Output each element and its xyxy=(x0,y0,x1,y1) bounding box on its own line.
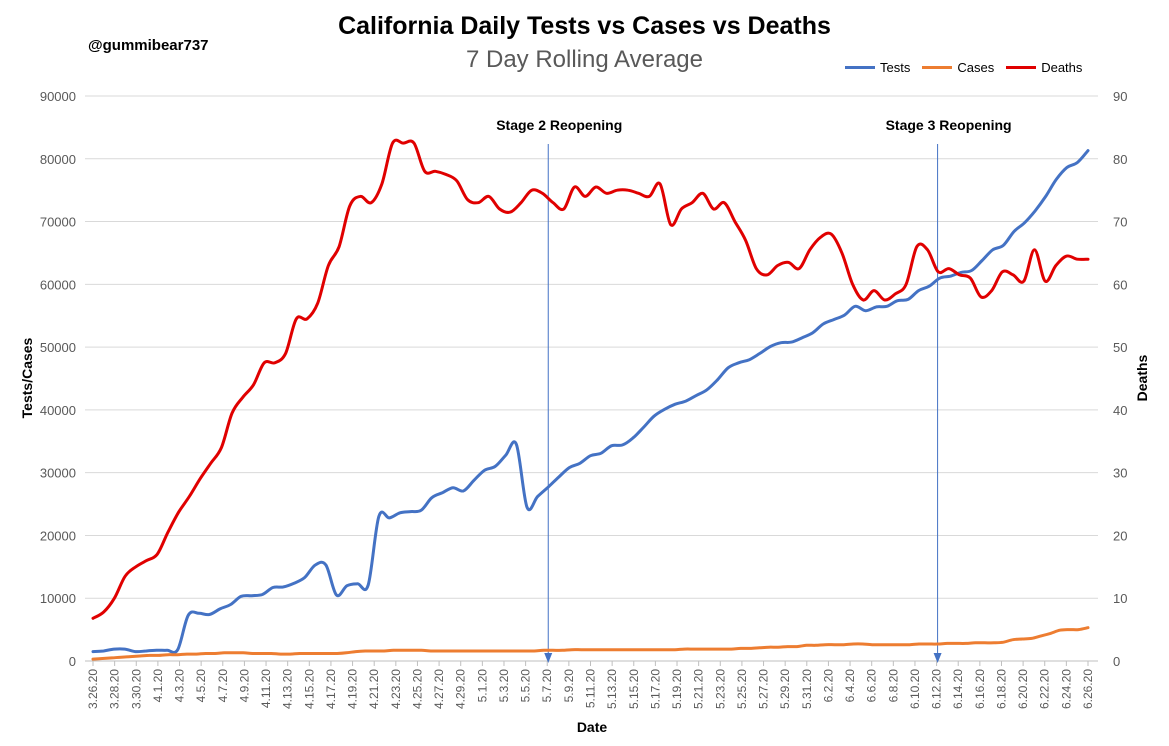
x-tick-label: 4.5.20 xyxy=(194,669,208,703)
x-tick-label: 5.21.20 xyxy=(692,669,706,709)
x-tick-label: 6.2.20 xyxy=(821,669,835,703)
y-tick-label-left: 30000 xyxy=(40,466,76,481)
x-tick-label: 6.18.20 xyxy=(994,669,1008,709)
x-tick-label: 4.25.20 xyxy=(410,669,424,709)
y-tick-label-right: 60 xyxy=(1113,277,1127,292)
x-tick-label: 4.23.20 xyxy=(389,669,403,709)
x-tick-label: 4.1.20 xyxy=(151,669,165,703)
y-tick-label-right: 0 xyxy=(1113,654,1120,669)
legend-item-cases: Cases xyxy=(922,60,994,75)
credit-handle: @gummibear737 xyxy=(88,37,209,54)
x-tick-label: 5.19.20 xyxy=(670,669,684,709)
x-tick-label: 4.11.20 xyxy=(259,669,273,708)
y-axis-title-right: Deaths xyxy=(1134,354,1150,402)
x-tick-label: 5.13.20 xyxy=(605,669,619,709)
gridlines xyxy=(85,95,1098,662)
series-line-cases xyxy=(91,626,1090,661)
x-tick-label: 5.5.20 xyxy=(519,669,533,703)
x-tick-label: 5.27.20 xyxy=(757,669,771,709)
x-tick-label: 5.3.20 xyxy=(497,669,511,703)
y-tick-label-left: 50000 xyxy=(40,340,76,355)
x-tick-label: 5.11.20 xyxy=(584,669,598,708)
x-tick-label: 6.26.20 xyxy=(1081,669,1095,709)
annotation-arrowhead xyxy=(544,653,553,663)
x-axis-ticks: 3.26.20 3.28.20 3.30.20 4.1.20 4.3.20 4.5.20 4… xyxy=(86,661,1095,709)
x-tick-label: 3.26.20 xyxy=(86,669,100,709)
x-tick-label: 5.7.20 xyxy=(540,669,554,703)
series-lines xyxy=(91,138,1090,661)
y-axis-title-left: Tests/Cases xyxy=(19,337,35,419)
x-tick-label: 4.7.20 xyxy=(216,669,230,703)
legend-label-cases: Cases xyxy=(957,60,995,75)
x-tick-label: 5.25.20 xyxy=(735,669,749,709)
right-axis-ticks: 0 10 20 30 40 50 60 70 80 90 xyxy=(1113,89,1127,669)
y-tick-label-left: 90000 xyxy=(40,89,76,104)
x-tick-label: 4.29.20 xyxy=(454,669,468,709)
x-tick-label: 4.15.20 xyxy=(302,669,316,709)
legend-label-deaths: Deaths xyxy=(1041,60,1083,75)
x-axis-title: Date xyxy=(576,719,608,735)
x-tick-label: 5.9.20 xyxy=(562,669,576,703)
annotation-stage-2: Stage 2 Reopening xyxy=(496,117,623,133)
annotation-arrows xyxy=(544,144,942,663)
x-tick-label: 6.20.20 xyxy=(1016,669,1030,709)
series-line-tests xyxy=(91,149,1090,654)
y-tick-label-left: 60000 xyxy=(40,277,76,292)
x-tick-label: 6.8.20 xyxy=(886,669,900,703)
y-tick-label-right: 40 xyxy=(1113,403,1127,418)
annotation-arrowhead xyxy=(933,653,942,663)
x-tick-label: 5.17.20 xyxy=(648,669,662,709)
y-tick-label-right: 50 xyxy=(1113,340,1127,355)
x-tick-label: 3.30.20 xyxy=(129,669,143,709)
x-tick-label: 6.14.20 xyxy=(951,669,965,709)
chart-title: California Daily Tests vs Cases vs Death… xyxy=(338,12,831,40)
x-tick-label: 4.3.20 xyxy=(173,669,187,703)
x-tick-label: 4.21.20 xyxy=(367,669,381,709)
y-tick-label-left: 70000 xyxy=(40,215,76,230)
legend-item-tests: Tests xyxy=(845,60,910,75)
x-tick-label: 3.28.20 xyxy=(108,669,122,709)
y-tick-label-right: 70 xyxy=(1113,215,1127,230)
legend-item-deaths: Deaths xyxy=(1006,60,1082,75)
x-tick-label: 6.4.20 xyxy=(843,669,857,703)
legend-label-tests: Tests xyxy=(880,60,911,75)
series-line-deaths xyxy=(91,138,1090,620)
x-tick-label: 4.17.20 xyxy=(324,669,338,709)
x-tick-label: 5.23.20 xyxy=(713,669,727,709)
annotation-stage-3: Stage 3 Reopening xyxy=(885,117,1012,133)
x-tick-label: 5.15.20 xyxy=(627,669,641,709)
legend-swatch-deaths xyxy=(1006,66,1037,69)
legend: Tests Cases Deaths xyxy=(845,60,1094,75)
y-tick-label-right: 20 xyxy=(1113,528,1127,543)
x-tick-label: 6.24.20 xyxy=(1059,669,1073,709)
left-axis-ticks: 0 10000 20000 30000 40000 50000 60000 70000 8000… xyxy=(40,89,76,669)
y-tick-label-left: 10000 xyxy=(40,591,76,606)
chart-subtitle: 7 Day Rolling Average xyxy=(465,46,704,73)
x-tick-label: 4.13.20 xyxy=(281,669,295,709)
x-tick-label: 5.1.20 xyxy=(475,669,489,703)
y-tick-label-left: 80000 xyxy=(40,152,76,167)
x-tick-label: 6.6.20 xyxy=(865,669,879,703)
y-tick-label-left: 0 xyxy=(69,654,76,669)
x-tick-label: 6.16.20 xyxy=(973,669,987,709)
x-tick-label: 6.12.20 xyxy=(930,669,944,709)
y-tick-label-right: 90 xyxy=(1113,89,1127,104)
x-tick-label: 6.10.20 xyxy=(908,669,922,709)
y-tick-label-right: 30 xyxy=(1113,466,1127,481)
x-tick-label: 5.29.20 xyxy=(778,669,792,709)
y-tick-label-left: 20000 xyxy=(40,528,76,543)
y-tick-label-left: 40000 xyxy=(40,403,76,418)
x-tick-label: 4.9.20 xyxy=(237,669,251,703)
y-tick-label-right: 80 xyxy=(1113,152,1127,167)
x-tick-label: 5.31.20 xyxy=(800,669,814,709)
y-tick-label-right: 10 xyxy=(1113,591,1127,606)
x-tick-label: 6.22.20 xyxy=(1038,669,1052,709)
x-tick-label: 4.27.20 xyxy=(432,669,446,709)
legend-swatch-tests xyxy=(845,66,875,69)
legend-swatch-cases xyxy=(922,66,953,69)
x-tick-label: 4.19.20 xyxy=(346,669,360,709)
